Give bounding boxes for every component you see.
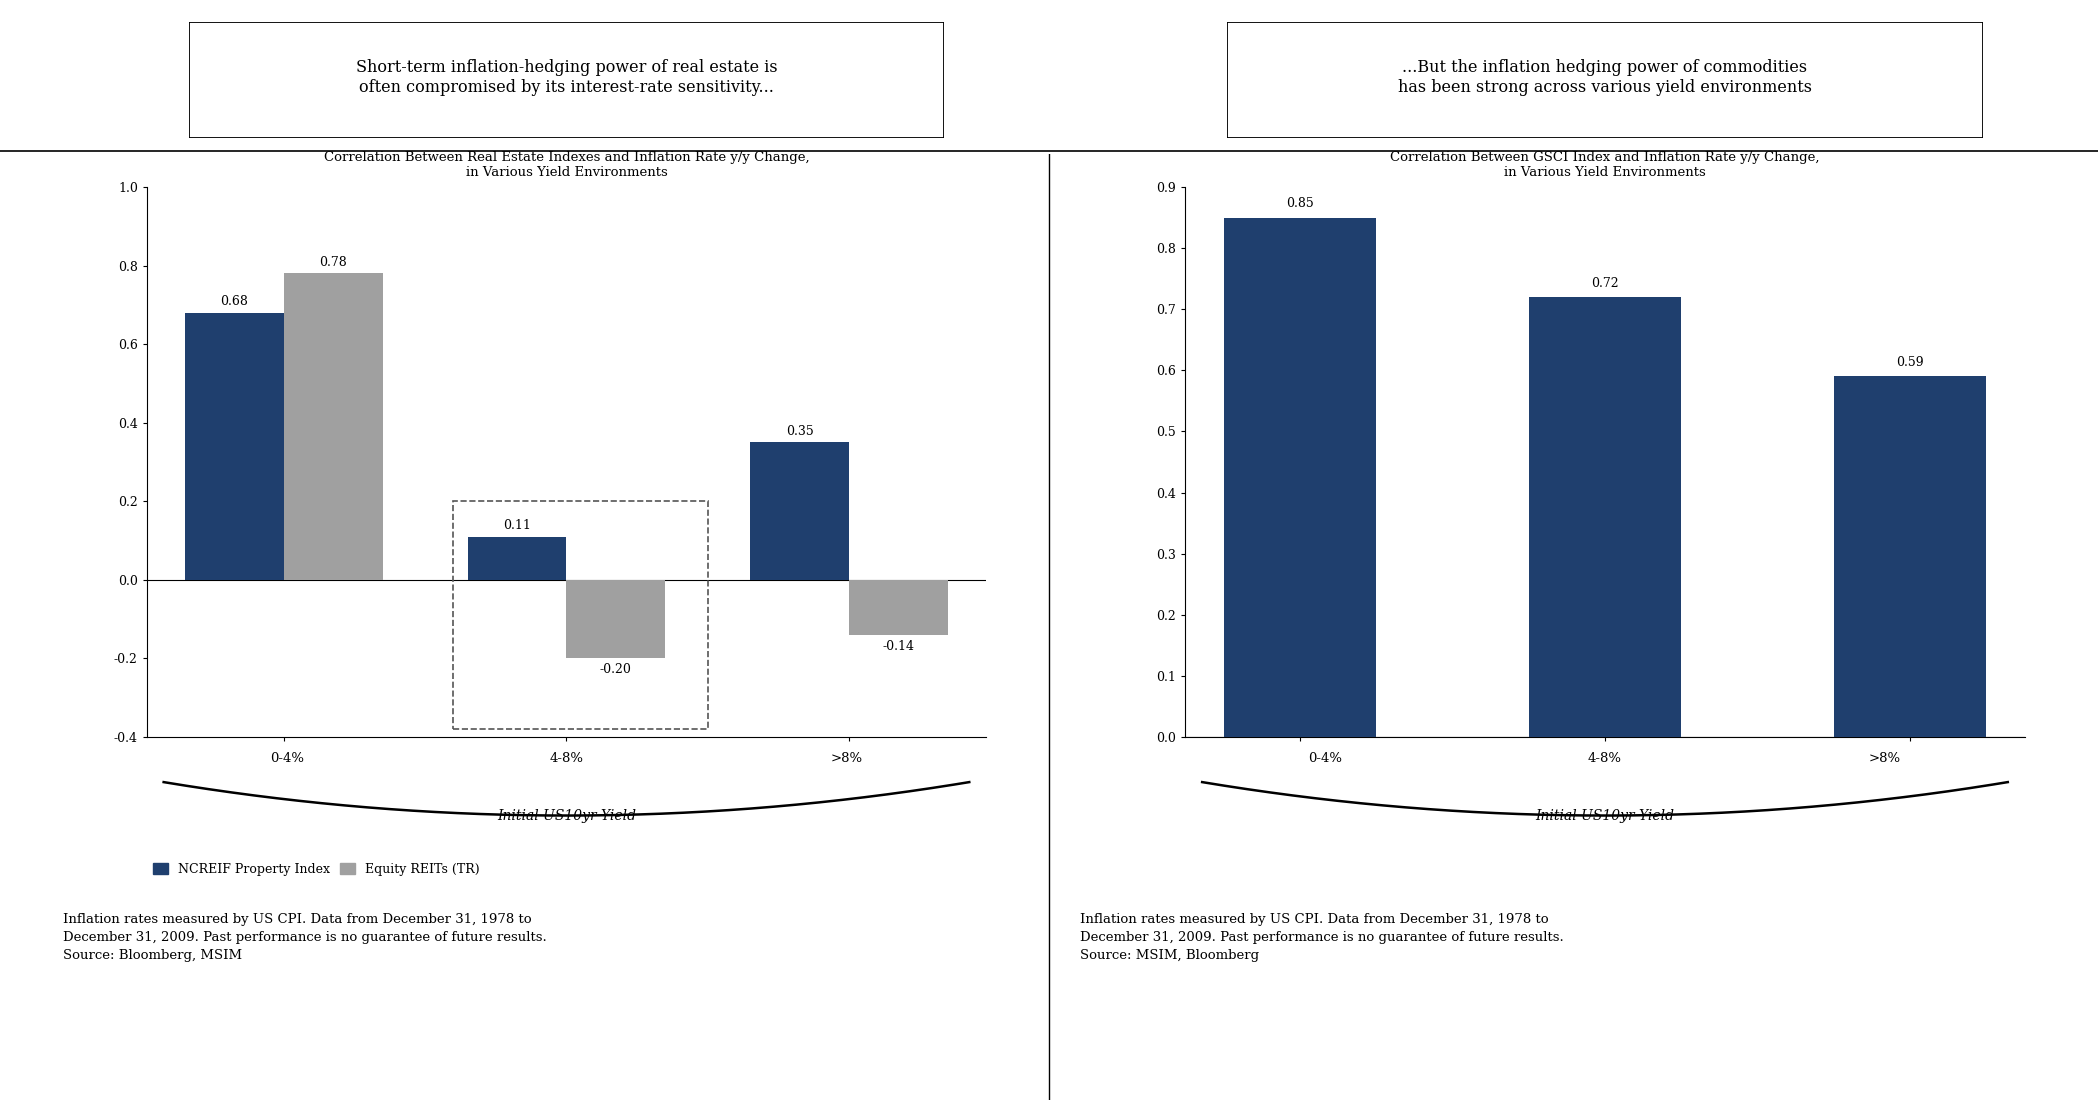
Text: Initial US10yr Yield: Initial US10yr Yield (1536, 810, 1674, 824)
Text: Inflation rates measured by US CPI. Data from December 31, 1978 to
December 31, : Inflation rates measured by US CPI. Data… (63, 913, 548, 962)
Text: Short-term inflation-hedging power of real estate is
often compromised by its in: Short-term inflation-hedging power of re… (357, 59, 776, 96)
Bar (1834, 376, 1987, 737)
Text: 0-4%: 0-4% (271, 751, 304, 764)
Text: ...But the inflation hedging power of commodities
has been strong across various: ...But the inflation hedging power of co… (1397, 59, 1813, 96)
Bar (850, 580, 948, 635)
Text: Inflation rates measured by US CPI. Data from December 31, 1978 to
December 31, : Inflation rates measured by US CPI. Data… (1080, 913, 1565, 962)
Title: Correlation Between Real Estate Indexes and Inflation Rate y/y Change,
in Variou: Correlation Between Real Estate Indexes … (323, 151, 810, 179)
Text: >8%: >8% (1869, 751, 1901, 764)
Bar (468, 537, 566, 580)
Text: 4-8%: 4-8% (1588, 751, 1622, 764)
Bar (453, 502, 707, 729)
Bar (185, 312, 283, 580)
Title: Correlation Between GSCI Index and Inflation Rate y/y Change,
in Various Yield E: Correlation Between GSCI Index and Infla… (1391, 151, 1819, 179)
Bar (1529, 297, 1680, 737)
Text: 0.72: 0.72 (1590, 277, 1620, 289)
Legend: NCREIF Property Index, Equity REITs (TR): NCREIF Property Index, Equity REITs (TR) (153, 862, 480, 876)
Text: 0.35: 0.35 (785, 425, 814, 438)
Text: 0.78: 0.78 (319, 255, 348, 268)
Bar (1223, 218, 1376, 737)
FancyBboxPatch shape (1227, 22, 1983, 138)
Text: 0.85: 0.85 (1286, 197, 1313, 210)
Text: 4-8%: 4-8% (550, 751, 583, 764)
Text: 0-4%: 0-4% (1309, 751, 1343, 764)
Text: 0.11: 0.11 (504, 519, 531, 532)
FancyBboxPatch shape (189, 22, 944, 138)
Text: -0.14: -0.14 (883, 639, 915, 652)
Bar (283, 274, 382, 580)
Text: Initial US10yr Yield: Initial US10yr Yield (497, 810, 636, 824)
Text: 0.68: 0.68 (220, 295, 248, 308)
Text: 0.59: 0.59 (1897, 356, 1924, 370)
Bar (751, 442, 850, 580)
Text: >8%: >8% (831, 751, 862, 764)
Text: -0.20: -0.20 (600, 663, 631, 676)
Bar (566, 580, 665, 659)
